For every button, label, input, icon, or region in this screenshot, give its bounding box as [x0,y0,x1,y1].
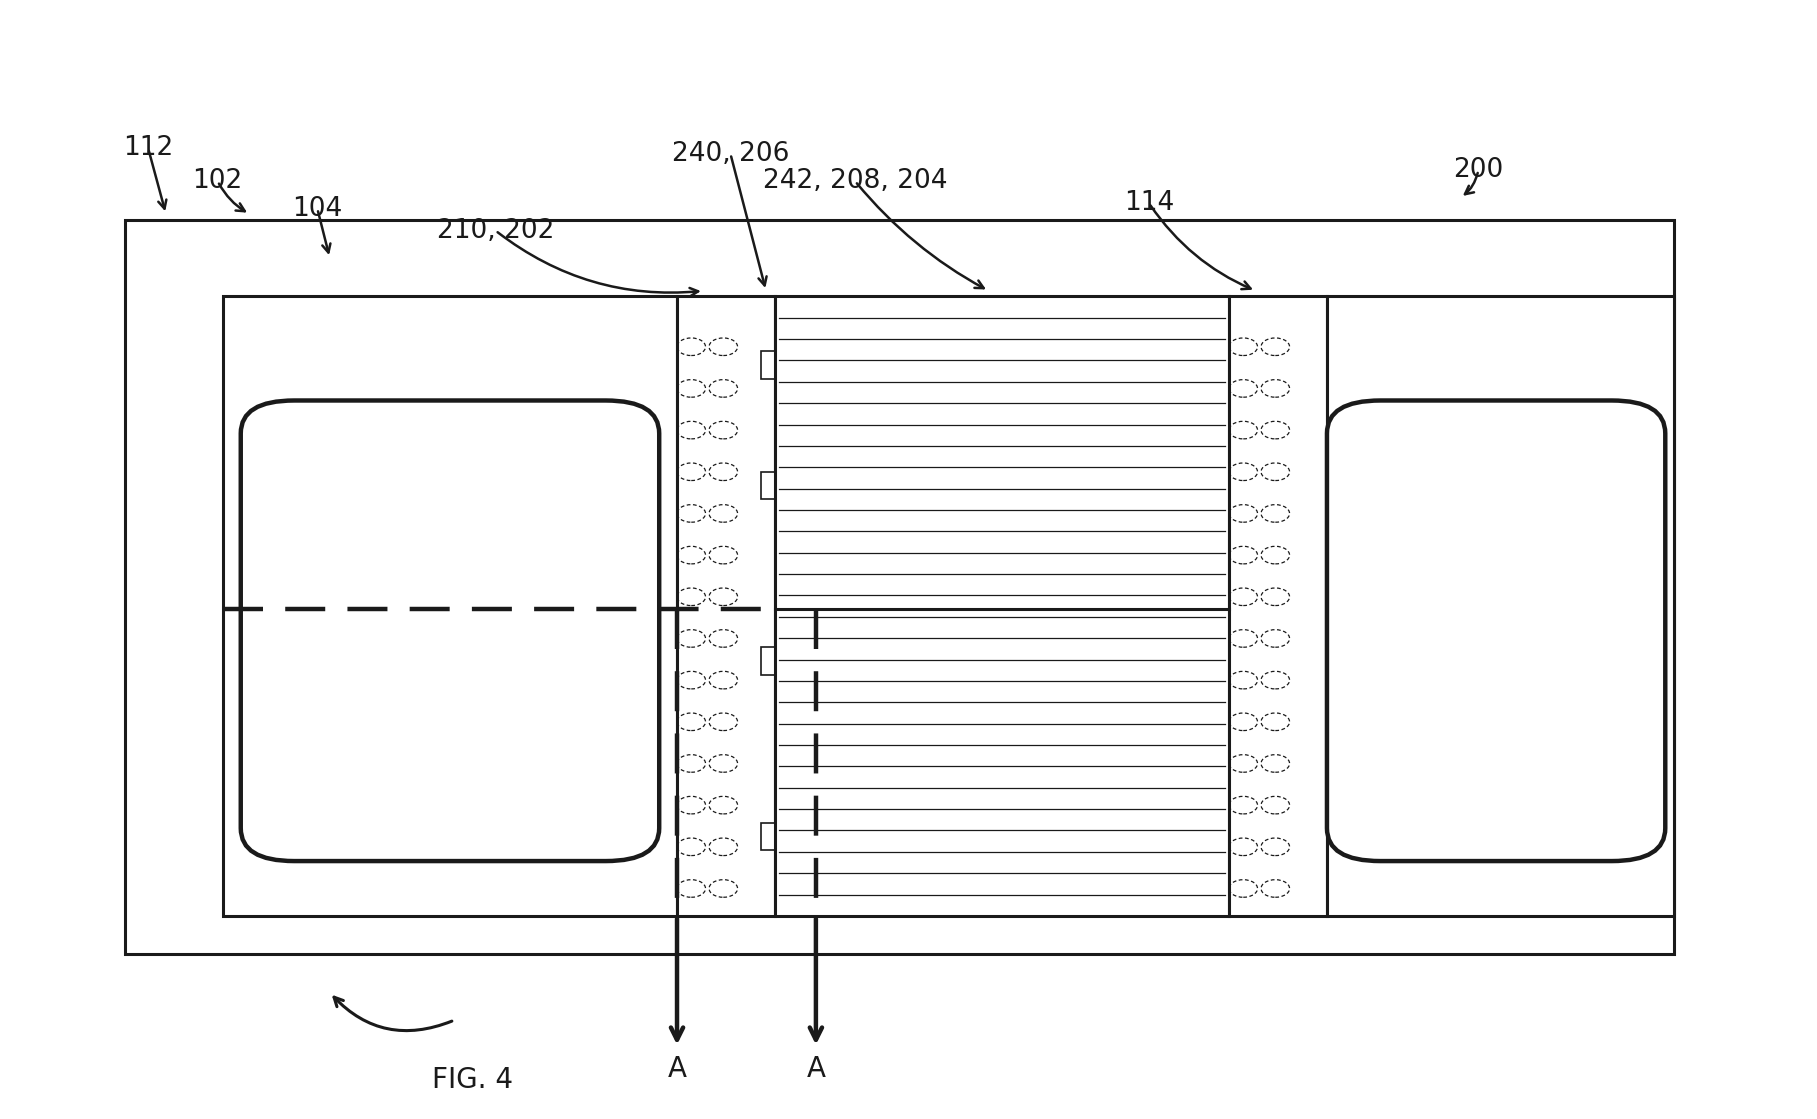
Text: 114: 114 [1123,190,1174,216]
Bar [761,472,774,499]
Text: 240, 206: 240, 206 [672,141,789,167]
Text: 200: 200 [1454,157,1503,184]
Text: 242, 208, 204: 242, 208, 204 [763,168,947,195]
Bar [761,822,774,850]
Text: A: A [807,1055,825,1083]
Bar [1228,297,1326,915]
Text: 104: 104 [293,196,342,222]
FancyBboxPatch shape [1326,401,1666,862]
FancyBboxPatch shape [240,401,660,862]
Bar [761,647,774,675]
Bar [223,297,678,915]
Bar [1326,297,1673,915]
Bar [125,219,1673,955]
Text: 102: 102 [193,168,243,195]
Bar [774,297,1228,915]
Text: FIG. 4: FIG. 4 [432,1066,512,1094]
Bar [761,351,774,378]
Text: 210, 202: 210, 202 [436,217,554,244]
Bar [678,297,774,915]
Text: A: A [667,1055,687,1083]
Text: 112: 112 [124,135,173,161]
